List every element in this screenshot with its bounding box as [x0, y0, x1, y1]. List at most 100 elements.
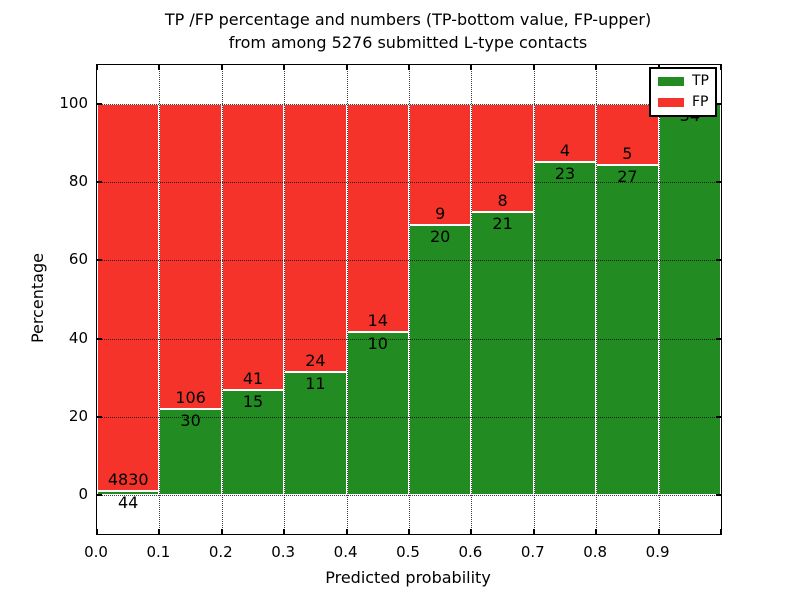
tp-count-label-1: 30	[180, 410, 201, 430]
x-tick-bottom-6	[470, 529, 473, 534]
legend: TP FP	[649, 67, 717, 117]
x-tick-bottom-1	[158, 529, 161, 534]
bar-segment-tp-8	[596, 165, 659, 495]
y-tick-right-60	[716, 259, 721, 262]
y-axis-label: Percentage	[28, 253, 47, 344]
bar-segment-fp-4	[346, 104, 409, 332]
y-tick-label-40: 40	[68, 328, 88, 347]
bar-segment-fp-1	[159, 104, 222, 409]
fp-count-label-5: 9	[435, 204, 446, 224]
x-tick-label-0.1: 0.1	[146, 543, 171, 561]
y-tick-left-20	[97, 415, 102, 418]
fp-count-label-1: 106	[175, 387, 206, 407]
y-tick-label-0: 0	[78, 484, 88, 503]
y-tick-left-0	[97, 493, 102, 496]
plot-area: TP FP 4830 44 106 30 41 15 24 11 14 10 9 20 8 21 4 23 5 2…	[96, 64, 722, 535]
v-gridline-0.2	[221, 65, 223, 534]
chart-title-line1: TP /FP percentage and numbers (TP-bottom…	[164, 10, 652, 29]
y-tick-right-0	[716, 493, 721, 496]
bar-segment-tp-3	[284, 372, 347, 495]
tp-color-swatch	[658, 77, 684, 86]
x-tick-bottom-2	[220, 529, 223, 534]
x-tick-top-1	[158, 65, 161, 70]
x-tick-bottom-3	[283, 529, 286, 534]
x-tick-label-0.8: 0.8	[583, 543, 608, 561]
tp-count-label-4: 10	[367, 333, 388, 353]
tp-count-label-7: 23	[554, 163, 576, 183]
x-tick-bottom-8	[595, 529, 598, 534]
x-axis-label: Predicted probability	[325, 568, 491, 587]
fp-count-label-8: 5	[622, 144, 633, 164]
x-tick-top-3	[283, 65, 286, 70]
v-gridline-0.4	[346, 65, 348, 534]
x-tick-label-0.7: 0.7	[520, 543, 545, 561]
bar-segment-fp-2	[221, 104, 285, 391]
y-tick-label-100: 100	[59, 94, 88, 113]
x-tick-top-0	[96, 65, 98, 70]
tp-count-label-6: 21	[492, 213, 513, 233]
tp-count-label-0: 44	[118, 493, 139, 513]
legend-label-fp: FP	[692, 94, 709, 110]
x-tick-bottom-7	[532, 529, 535, 534]
bar-segment-tp-7	[533, 161, 597, 495]
legend-item-fp: FP	[658, 94, 709, 110]
x-tick-bottom-4	[345, 529, 348, 534]
legend-item-tp: TP	[658, 73, 709, 89]
fp-count-label-6: 8	[497, 190, 508, 210]
fp-count-label-3: 24	[305, 351, 326, 371]
y-tick-right-20	[716, 415, 721, 418]
v-gridline-0.6	[471, 65, 473, 534]
x-tick-label-0.3: 0.3	[271, 543, 296, 561]
bar-segment-fp-0	[97, 104, 160, 492]
x-tick-bottom-10	[720, 529, 722, 534]
x-tick-bottom-0	[96, 529, 98, 534]
x-tick-top-6	[470, 65, 473, 70]
v-gridline-0.5	[409, 65, 410, 534]
bar-segment-fp-3	[284, 104, 347, 373]
bar-segment-tp-4	[346, 331, 409, 495]
v-gridline-0.3	[284, 65, 286, 534]
x-tick-label-0.4: 0.4	[333, 543, 358, 561]
x-tick-top-5	[408, 65, 410, 70]
legend-label-tp: TP	[692, 73, 709, 89]
bar-segment-tp-6	[471, 211, 534, 495]
x-tick-label-0.5: 0.5	[396, 543, 420, 561]
fp-count-label-2: 41	[242, 369, 264, 389]
bar-segment-tp-5	[409, 225, 472, 495]
y-tick-right-80	[716, 181, 721, 184]
fp-count-label-0: 4830	[107, 470, 149, 490]
x-tick-top-4	[345, 65, 348, 70]
x-tick-label-0.2: 0.2	[208, 543, 233, 561]
v-gridline-0.1	[159, 65, 161, 534]
x-tick-top-10	[720, 65, 722, 70]
bar-segment-fp-5	[409, 104, 472, 226]
x-tick-bottom-5	[408, 529, 410, 534]
tp-count-label-2: 15	[242, 392, 264, 412]
x-tick-label-0.0: 0.0	[84, 543, 108, 561]
y-tick-label-80: 80	[68, 172, 88, 191]
fp-color-swatch	[658, 98, 684, 107]
bar-segment-tp-0	[97, 491, 160, 495]
x-tick-top-2	[220, 65, 223, 70]
v-gridline-0.9	[658, 65, 660, 534]
bar-segment-fp-8	[596, 104, 659, 166]
x-tick-top-7	[532, 65, 535, 70]
fp-count-label-7: 4	[559, 140, 571, 160]
x-tick-top-8	[595, 65, 598, 70]
x-tick-bottom-9	[657, 529, 660, 534]
y-tick-right-40	[716, 337, 721, 340]
y-tick-left-60	[97, 259, 102, 262]
y-tick-label-60: 60	[68, 250, 88, 269]
tp-count-label-3: 11	[305, 374, 326, 394]
y-tick-left-40	[97, 337, 102, 340]
fp-count-label-4: 14	[367, 310, 388, 330]
y-tick-label-20: 20	[68, 406, 88, 425]
x-tick-label-0.6: 0.6	[458, 543, 483, 561]
chart-title: TP /FP percentage and numbers (TP-bottom…	[96, 8, 720, 54]
tp-count-label-5: 20	[430, 227, 451, 247]
tp-count-label-8: 27	[617, 167, 638, 187]
bar-segment-tp-1	[159, 408, 222, 495]
y-tick-left-100	[97, 103, 102, 106]
v-gridline-0.7	[533, 65, 535, 534]
